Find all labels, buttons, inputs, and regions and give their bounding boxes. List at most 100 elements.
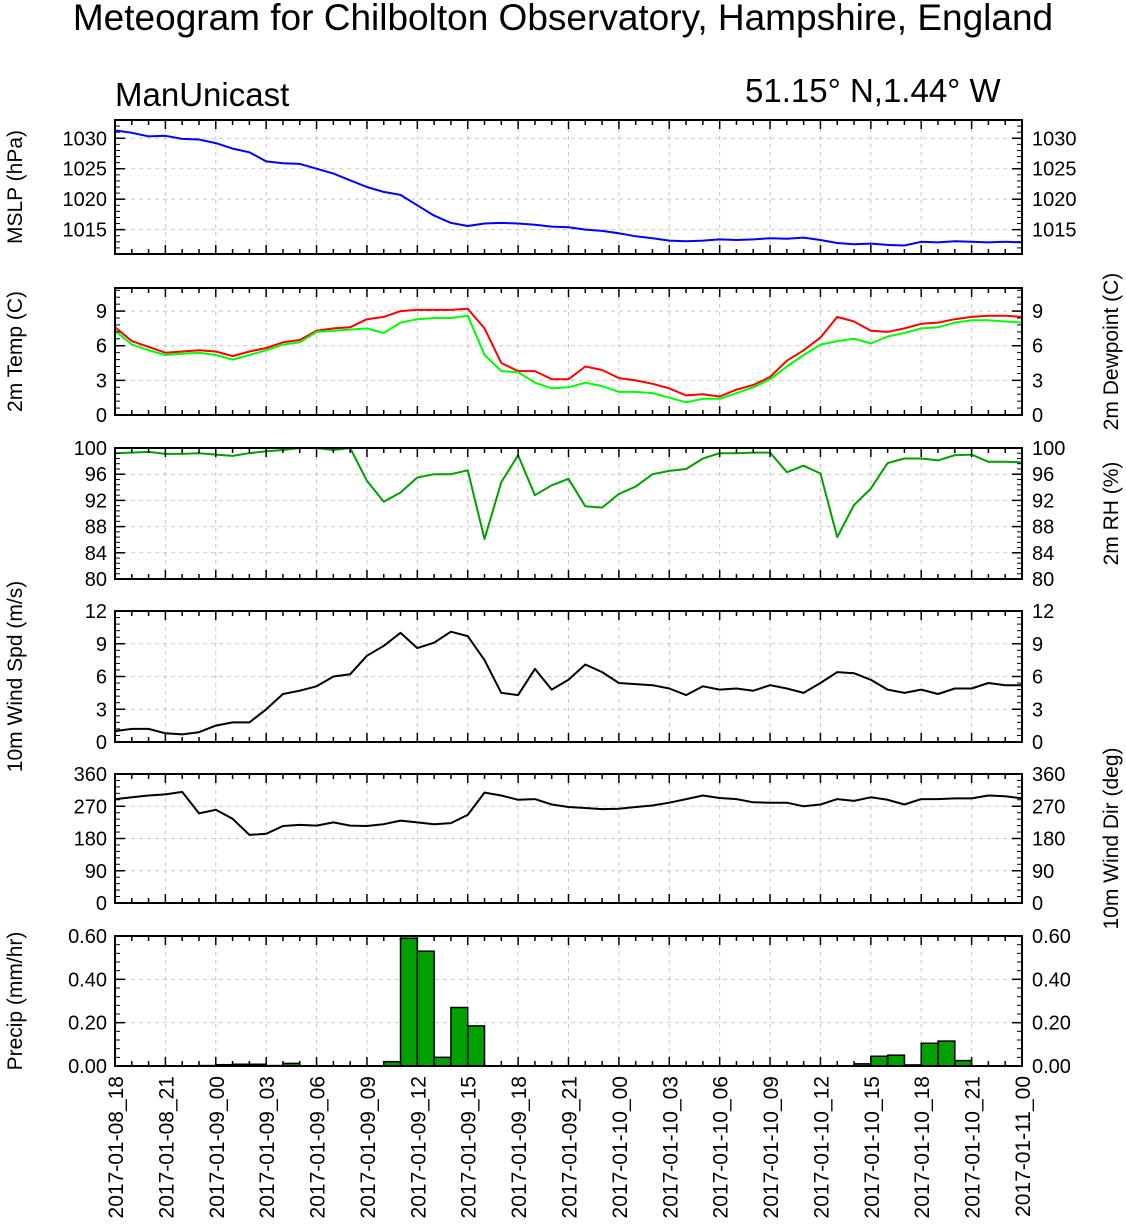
x-tick-label: 2017-01-11_00 bbox=[1012, 1076, 1035, 1217]
x-tick-label: 2017-01-09_03 bbox=[256, 1076, 279, 1218]
y-tick-label-right: 0 bbox=[1032, 732, 1043, 754]
y-axis-title-left: Precip (mm/hr) bbox=[4, 932, 27, 1071]
y-tick-label-right: 0 bbox=[1032, 405, 1043, 427]
y-tick-label-left: 9 bbox=[96, 634, 107, 656]
series-line-wspd bbox=[114, 630, 1022, 736]
y-tick-label-right: 180 bbox=[1032, 829, 1065, 851]
y-tick-label-right: 3 bbox=[1032, 699, 1043, 721]
y-tick-label-right: 6 bbox=[1032, 667, 1043, 689]
y-tick-label-right: 1015 bbox=[1032, 220, 1077, 242]
series-line-mslp bbox=[114, 129, 1023, 247]
location-coords: 51.15° N,1.44° W bbox=[745, 72, 1001, 109]
y-axis-title-left: 2m Temp (C) bbox=[4, 291, 27, 412]
y-tick-label-right: 84 bbox=[1032, 543, 1054, 565]
y-tick-label-left: 0 bbox=[96, 893, 107, 915]
x-tick-label: 2017-01-08_21 bbox=[155, 1076, 178, 1218]
x-tick-label: 2017-01-10_06 bbox=[710, 1076, 733, 1218]
y-tick-label-left: 96 bbox=[85, 464, 107, 486]
y-tick-label-right: 9 bbox=[1032, 301, 1043, 323]
precip-bar bbox=[399, 937, 419, 1067]
x-tick-label: 2017-01-09_18 bbox=[508, 1076, 531, 1218]
x-tick-label: 2017-01-09_09 bbox=[357, 1076, 380, 1218]
panel-mslp: 1015 1015 1020 1020 1025 1025 1030 1030 MSLP (hP… bbox=[4, 119, 1077, 255]
y-tick-label-right: 0.20 bbox=[1032, 1013, 1071, 1035]
x-tick-label: 2017-01-10_18 bbox=[911, 1076, 934, 1218]
y-tick-label-right: 12 bbox=[1032, 601, 1054, 623]
series-line-wdir bbox=[114, 790, 1023, 836]
series-line-temp bbox=[114, 314, 1023, 404]
precip-bar bbox=[937, 1040, 956, 1067]
x-tick-label: 2017-01-10_03 bbox=[659, 1076, 682, 1218]
y-tick-label-right: 360 bbox=[1032, 764, 1065, 786]
precip-bar bbox=[433, 1056, 452, 1067]
y-tick-label-right: 100 bbox=[1032, 438, 1065, 460]
y-tick-label-right: 0.60 bbox=[1032, 926, 1071, 948]
y-tick-label-left: 0.60 bbox=[68, 926, 107, 948]
y-tick-label-left: 0.20 bbox=[68, 1013, 107, 1035]
y-tick-label-left: 0 bbox=[96, 732, 107, 754]
y-tick-label-right: 92 bbox=[1032, 490, 1054, 512]
precip-bar bbox=[466, 1025, 486, 1067]
x-tick-label: 2017-01-10_00 bbox=[609, 1076, 632, 1218]
y-axis-title-left: 10m Wind Spd (m/s) bbox=[4, 581, 27, 772]
panel-wdir: 0 0 90 90 180 180 270 270 360 360 10m Wind Dir (de… bbox=[74, 747, 1123, 929]
y-tick-label-left: 92 bbox=[85, 490, 107, 512]
x-tick-label: 2017-01-09_00 bbox=[206, 1076, 229, 1218]
x-tick-label: 2017-01-09_12 bbox=[407, 1076, 430, 1218]
y-tick-label-right: 88 bbox=[1032, 517, 1054, 539]
x-tick-label: 2017-01-10_15 bbox=[861, 1076, 884, 1218]
precip-bar bbox=[450, 1006, 469, 1067]
y-tick-label-left: 3 bbox=[96, 699, 107, 721]
y-tick-label-left: 12 bbox=[85, 601, 107, 623]
x-tick-label: 2017-01-10_09 bbox=[760, 1076, 783, 1218]
y-tick-label-left: 1025 bbox=[63, 159, 108, 181]
y-axis-title-right: 2m RH (%) bbox=[1100, 462, 1123, 566]
precip-bar bbox=[416, 950, 435, 1067]
y-tick-label-left: 84 bbox=[85, 543, 107, 565]
y-axis-title-left: MSLP (hPa) bbox=[4, 130, 27, 244]
precip-bar bbox=[886, 1054, 906, 1067]
y-tick-label-left: 270 bbox=[74, 796, 107, 818]
x-tick-label: 2017-01-08_18 bbox=[105, 1076, 128, 1218]
y-tick-label-left: 88 bbox=[85, 517, 107, 539]
y-tick-label-left: 1020 bbox=[63, 189, 108, 211]
panel-precip: 0.00 0.00 0.20 0.20 0.40 0.40 0.60 0.60 Precip (… bbox=[4, 926, 1071, 1078]
y-tick-label-left: 360 bbox=[74, 764, 107, 786]
y-tick-label-left: 6 bbox=[96, 336, 107, 358]
y-tick-label-right: 0.40 bbox=[1032, 969, 1071, 991]
y-tick-label-left: 6 bbox=[96, 667, 107, 689]
y-tick-label-right: 90 bbox=[1032, 861, 1054, 883]
y-tick-label-left: 180 bbox=[74, 829, 107, 851]
x-tick-label: 2017-01-09_06 bbox=[307, 1076, 330, 1218]
chart-title: Meteogram for Chilbolton Observatory, Ha… bbox=[72, 0, 1054, 38]
y-tick-label-left: 90 bbox=[85, 861, 107, 883]
y-tick-label-left: 0.40 bbox=[68, 969, 107, 991]
y-tick-label-left: 1030 bbox=[63, 128, 108, 150]
y-tick-label-right: 270 bbox=[1032, 796, 1065, 818]
y-tick-label-right: 1030 bbox=[1032, 128, 1077, 150]
y-tick-label-right: 96 bbox=[1032, 464, 1054, 486]
series-line-temp bbox=[114, 307, 1023, 398]
x-tick-label: 2017-01-09_15 bbox=[458, 1076, 481, 1218]
y-tick-label-right: 1025 bbox=[1032, 159, 1077, 181]
precip-bar bbox=[920, 1042, 939, 1067]
panel-temp: 0 0 3 3 6 6 9 9 2m Temp (C) 2m Dewpoint (C) bbox=[4, 273, 1123, 431]
y-tick-label-left: 80 bbox=[85, 569, 107, 591]
y-tick-label-right: 9 bbox=[1032, 634, 1043, 656]
y-axis-title-right: 2m Dewpoint (C) bbox=[1100, 273, 1123, 431]
panel-rh: 80 80 84 84 88 88 92 92 96 96 100 100 2m RH (%) bbox=[74, 438, 1123, 591]
x-tick-label: 2017-01-10_12 bbox=[810, 1076, 833, 1218]
y-tick-label-right: 80 bbox=[1032, 569, 1054, 591]
precip-bar bbox=[870, 1055, 889, 1067]
y-tick-label-right: 3 bbox=[1032, 370, 1043, 392]
y-axis-title-right: 10m Wind Dir (deg) bbox=[1100, 747, 1123, 929]
y-tick-label-right: 0 bbox=[1032, 893, 1043, 915]
y-tick-label-right: 1020 bbox=[1032, 189, 1077, 211]
x-tick-label: 2017-01-09_21 bbox=[559, 1076, 582, 1218]
y-tick-label-left: 3 bbox=[96, 370, 107, 392]
y-tick-label-right: 6 bbox=[1032, 336, 1043, 358]
y-tick-label-left: 1015 bbox=[63, 220, 108, 242]
model-name: ManUnicast bbox=[115, 76, 290, 113]
y-tick-label-left: 0 bbox=[96, 405, 107, 427]
